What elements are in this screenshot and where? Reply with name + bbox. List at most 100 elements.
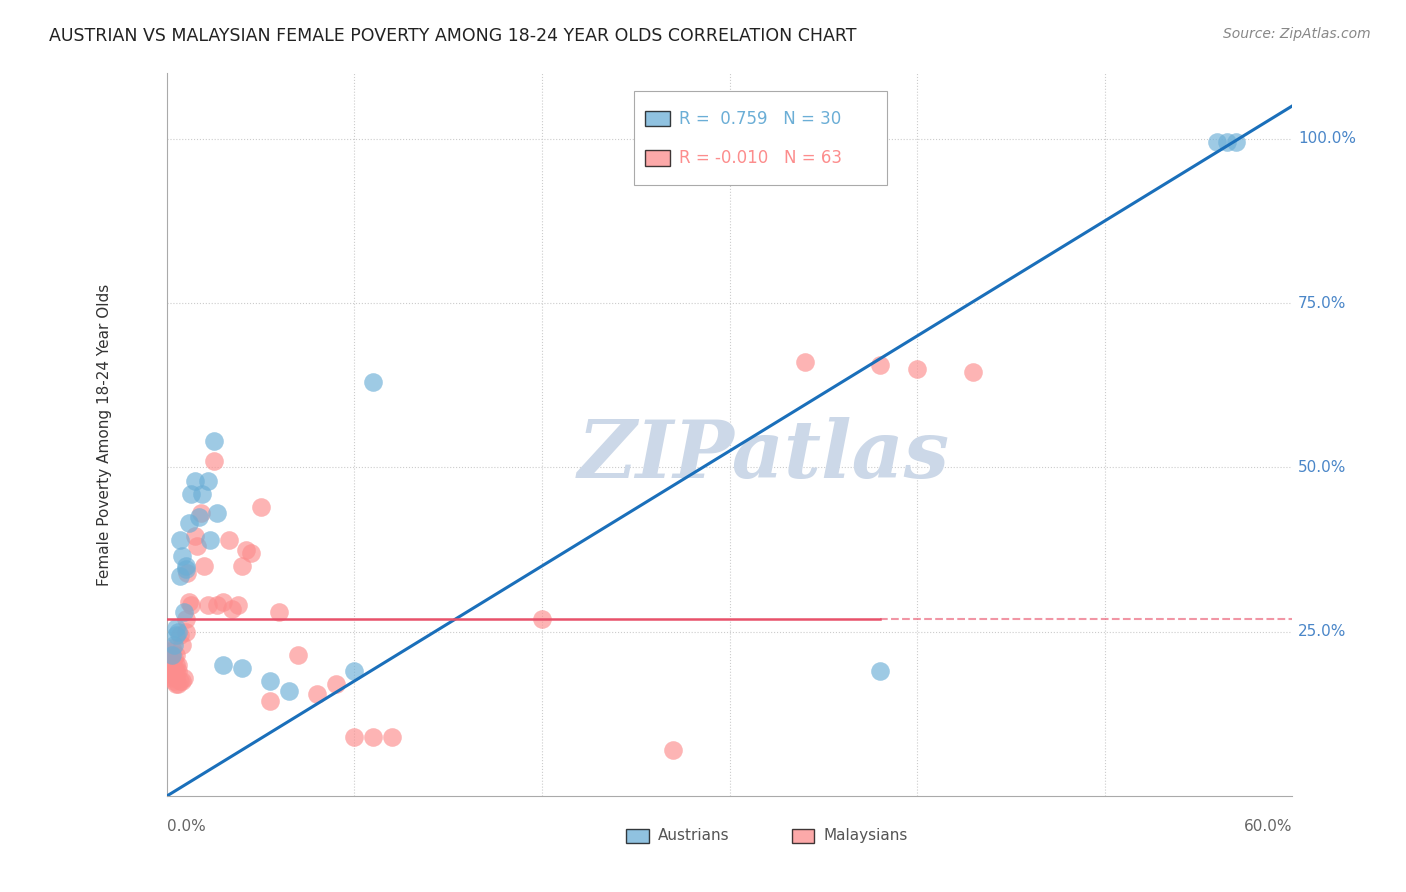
Point (159, 657, 181, 672)
Point (170, 673, 193, 688)
Point (165, 648, 187, 662)
Point (165, 671, 187, 685)
Point (869, 359, 891, 373)
Point (174, 562, 197, 576)
Point (165, 664, 187, 678)
Point (157, 644, 180, 658)
Point (162, 661, 184, 675)
Text: ZIPatlas: ZIPatlas (578, 417, 949, 495)
Point (176, 566, 198, 580)
Point (221, 601, 243, 615)
Point (361, 730, 384, 744)
Point (198, 533, 221, 547)
Text: Source: ZipAtlas.com: Source: ZipAtlas.com (1223, 27, 1371, 41)
Point (162, 671, 184, 685)
Point (165, 657, 187, 672)
Point (162, 648, 184, 662)
Point (159, 648, 181, 662)
Point (163, 661, 186, 675)
Point (197, 474, 219, 488)
Point (170, 638, 193, 652)
Text: 60.0%: 60.0% (1244, 819, 1292, 834)
Point (157, 651, 180, 665)
Point (167, 664, 190, 678)
Point (869, 664, 891, 678)
Point (212, 657, 235, 672)
Point (165, 628, 187, 642)
Point (207, 507, 229, 521)
Point (202, 434, 225, 448)
Point (235, 542, 257, 557)
Point (530, 611, 553, 625)
Point (212, 595, 235, 609)
Point (231, 661, 253, 675)
Point (793, 355, 815, 369)
Text: Malaysians: Malaysians (823, 829, 907, 843)
FancyBboxPatch shape (645, 150, 669, 166)
Point (218, 533, 240, 547)
Point (165, 677, 187, 691)
Point (190, 507, 212, 521)
Text: AUSTRIAN VS MALAYSIAN FEMALE POVERTY AMONG 18-24 YEAR OLDS CORRELATION CHART: AUSTRIAN VS MALAYSIAN FEMALE POVERTY AMO… (49, 27, 856, 45)
Point (159, 664, 181, 678)
Text: R =  0.759   N = 30: R = 0.759 N = 30 (679, 110, 841, 128)
Point (162, 641, 184, 656)
Point (157, 657, 180, 672)
Point (163, 651, 186, 665)
Point (167, 624, 190, 639)
FancyBboxPatch shape (645, 111, 669, 127)
Point (187, 509, 209, 524)
Point (277, 684, 299, 698)
Point (173, 671, 195, 685)
Point (163, 673, 186, 688)
Text: 100.0%: 100.0% (1298, 131, 1355, 146)
Point (231, 559, 253, 574)
Text: 75.0%: 75.0% (1298, 295, 1347, 310)
Point (226, 599, 249, 613)
Text: R = -0.010   N = 63: R = -0.010 N = 63 (679, 149, 842, 167)
Point (163, 638, 186, 652)
Point (191, 486, 214, 500)
Point (381, 730, 404, 744)
Point (179, 595, 201, 609)
Point (1216, 135, 1239, 149)
Point (186, 539, 208, 553)
Point (193, 559, 215, 574)
Point (305, 687, 328, 701)
Point (167, 677, 190, 691)
Point (197, 599, 219, 613)
Point (180, 599, 202, 613)
Point (184, 529, 207, 543)
Point (240, 546, 263, 560)
Point (287, 648, 309, 662)
Point (1225, 135, 1247, 149)
Point (173, 605, 195, 619)
Point (207, 599, 229, 613)
FancyBboxPatch shape (792, 829, 814, 843)
Point (169, 673, 191, 688)
Point (174, 624, 197, 639)
Point (184, 474, 207, 488)
Point (1206, 135, 1229, 149)
Point (170, 549, 193, 563)
Point (343, 664, 366, 678)
Point (169, 569, 191, 583)
Point (361, 375, 384, 389)
Point (269, 605, 291, 619)
Point (343, 730, 366, 744)
Point (169, 533, 191, 547)
Text: 0.0%: 0.0% (167, 819, 205, 834)
FancyBboxPatch shape (626, 829, 648, 843)
Point (159, 667, 181, 681)
Point (174, 611, 197, 625)
Point (174, 559, 197, 574)
Point (259, 673, 281, 688)
Text: 50.0%: 50.0% (1298, 460, 1347, 475)
Text: Female Poverty Among 18-24 Year Olds: Female Poverty Among 18-24 Year Olds (97, 284, 112, 586)
Text: 25.0%: 25.0% (1298, 624, 1347, 640)
Point (662, 743, 685, 757)
Point (249, 500, 271, 514)
Point (167, 657, 190, 672)
Point (169, 628, 191, 642)
Point (259, 694, 281, 708)
